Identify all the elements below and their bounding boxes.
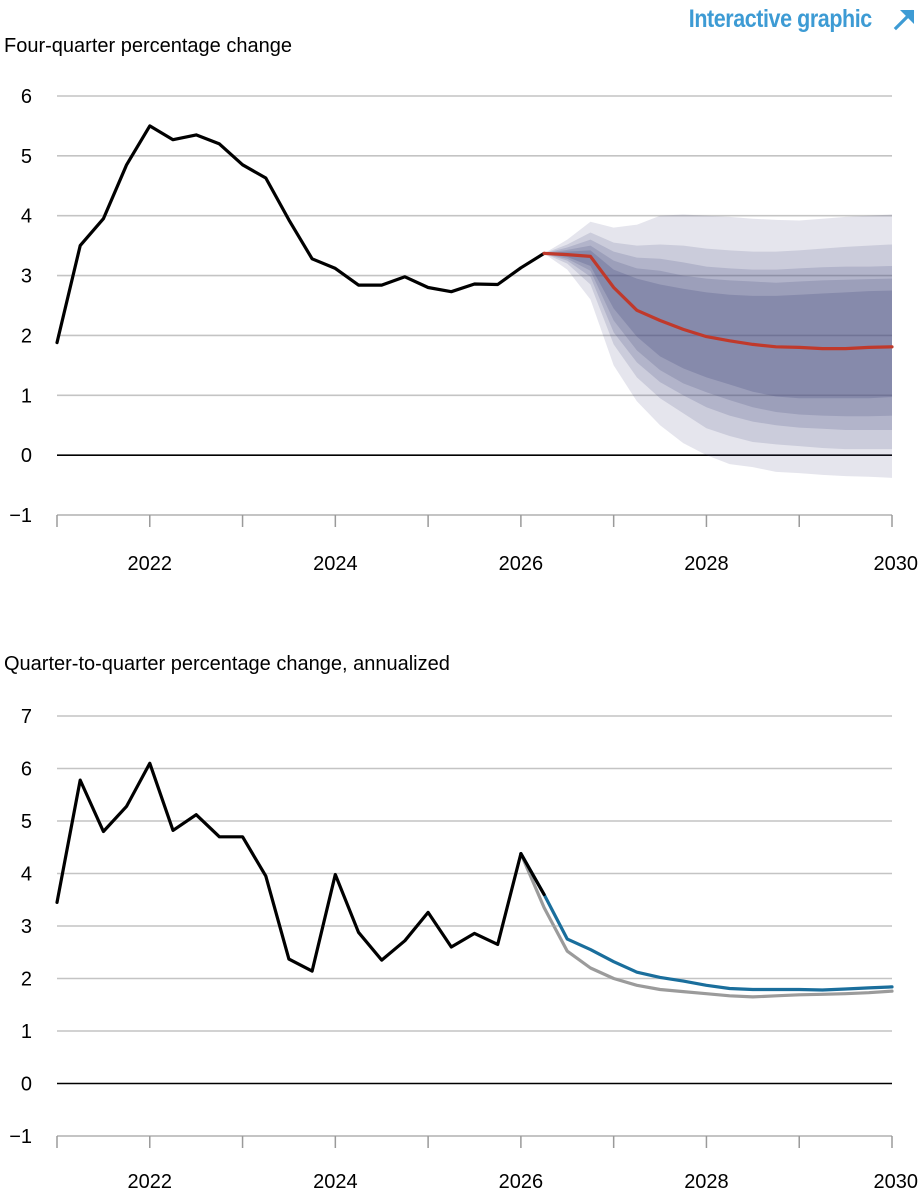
interactive-graphic-link[interactable]: Interactive graphic bbox=[620, 4, 920, 36]
chart2-y-tick-label: −1 bbox=[9, 1126, 32, 1148]
chart2-y-tick-label: 7 bbox=[21, 706, 32, 728]
chart1-uncertainty-band bbox=[544, 239, 892, 431]
chart1-forecast-line bbox=[542, 251, 894, 351]
chart1-y-tick-label: −1 bbox=[9, 505, 32, 527]
four-quarter-change-chart: −1 0 1 2 3 4 5 6 2022 2024 2026 2028 2030 bbox=[9, 86, 919, 575]
chart2-y-tick-label: 2 bbox=[21, 969, 32, 991]
chart2-y-tick-label: 6 bbox=[21, 759, 32, 781]
chart2-y-tick-label: 5 bbox=[21, 811, 32, 833]
chart1-uncertainty-band bbox=[544, 250, 892, 399]
chart1-y-tick-label: 6 bbox=[21, 86, 32, 108]
chart1-y-axis-label: Four-quarter percentage change bbox=[4, 35, 292, 57]
chart2-x-tick-label: 2024 bbox=[313, 1171, 358, 1193]
chart1-x-tick-label: 2028 bbox=[684, 553, 729, 575]
chart2-x-tick-label: 2026 bbox=[499, 1171, 544, 1193]
chart1-y-tick-label: 1 bbox=[21, 385, 32, 407]
interactive-graphic-label[interactable]: Interactive graphic bbox=[688, 5, 872, 33]
chart2-history-line bbox=[55, 761, 546, 973]
chart1-uncertainty-band bbox=[544, 214, 892, 478]
chart1-x-tick-label: 2026 bbox=[499, 553, 544, 575]
chart1-uncertainty-band bbox=[544, 245, 892, 417]
chart1-y-tick-label: 5 bbox=[21, 146, 32, 168]
chart2-x-tick-label: 2030 bbox=[874, 1171, 919, 1193]
chart1-y-tick-label: 2 bbox=[21, 325, 32, 347]
chart1-y-tick-label: 4 bbox=[21, 206, 32, 228]
chart1-y-tick-label: 3 bbox=[21, 266, 32, 288]
chart1-y-tick-label: 0 bbox=[21, 445, 32, 467]
chart1-history-line bbox=[55, 124, 546, 345]
chart2-y-tick-label: 0 bbox=[21, 1074, 32, 1096]
chart1-x-tick-label: 2024 bbox=[313, 553, 358, 575]
chart2-y-tick-label: 4 bbox=[21, 864, 32, 886]
chart1-uncertainty-band bbox=[544, 232, 892, 450]
chart2-y-tick-label: 3 bbox=[21, 916, 32, 938]
chart2-y-axis-label: Quarter-to-quarter percentage change, an… bbox=[4, 653, 450, 675]
chart2-y-tick-label: 1 bbox=[21, 1021, 32, 1043]
chart1-x-tick-label: 2022 bbox=[128, 553, 173, 575]
chart2-x-tick-label: 2022 bbox=[128, 1171, 173, 1193]
chart2-x-tick-label: 2028 bbox=[684, 1171, 729, 1193]
arrow-up-right-icon[interactable] bbox=[892, 6, 918, 32]
chart1-x-tick-label: 2030 bbox=[874, 553, 919, 575]
quarter-to-quarter-change-chart: −1 0 1 2 3 4 5 6 7 2022 2024 2026 2028 2030 bbox=[9, 706, 919, 1193]
